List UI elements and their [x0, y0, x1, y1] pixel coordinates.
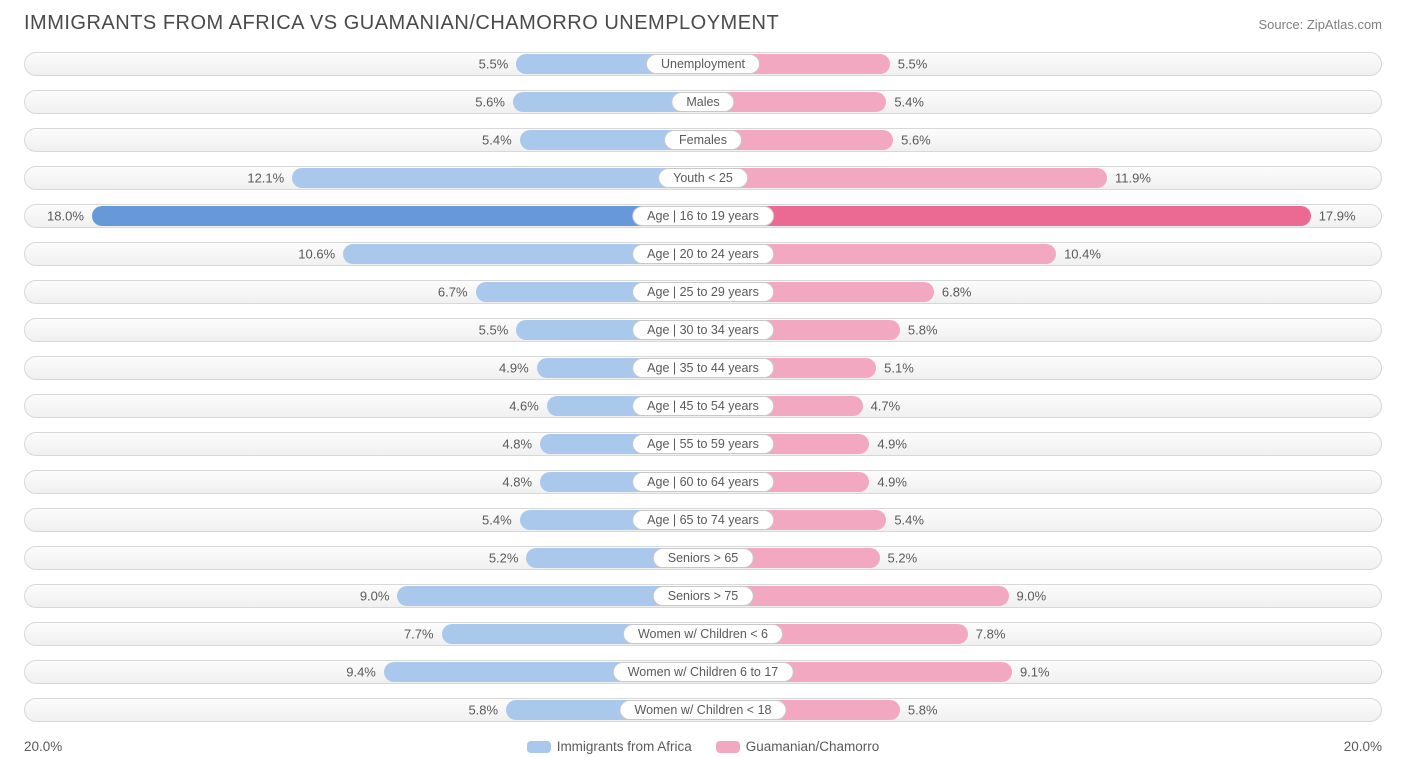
value-label-right: 5.8%	[908, 703, 938, 718]
value-label-left: 9.0%	[360, 589, 390, 604]
value-label-right: 5.8%	[908, 323, 938, 338]
value-label-left: 4.9%	[499, 361, 529, 376]
category-label: Age | 55 to 59 years	[632, 434, 774, 454]
value-label-left: 5.2%	[489, 551, 519, 566]
value-label-left: 5.5%	[479, 323, 509, 338]
category-label: Age | 65 to 74 years	[632, 510, 774, 530]
category-label: Age | 45 to 54 years	[632, 396, 774, 416]
chart-row: 10.6% 10.4% Age | 20 to 24 years	[24, 237, 1382, 271]
chart-row: 4.9% 5.1% Age | 35 to 44 years	[24, 351, 1382, 385]
bar-left	[292, 168, 703, 188]
value-label-left: 4.6%	[509, 399, 539, 414]
value-label-right: 4.7%	[871, 399, 901, 414]
value-label-right: 7.8%	[976, 627, 1006, 642]
value-label-right: 11.9%	[1115, 171, 1151, 186]
value-label-left: 6.7%	[438, 285, 468, 300]
chart-row: 5.4% 5.6% Females	[24, 123, 1382, 157]
bar-right	[703, 206, 1311, 226]
legend-swatch-right	[716, 741, 740, 753]
chart-row: 9.4% 9.1% Women w/ Children 6 to 17	[24, 655, 1382, 689]
value-label-left: 5.4%	[482, 513, 512, 528]
category-label: Women w/ Children < 18	[620, 700, 787, 720]
chart-row: 9.0% 9.0% Seniors > 75	[24, 579, 1382, 613]
category-label: Age | 60 to 64 years	[632, 472, 774, 492]
category-label: Seniors > 65	[653, 548, 754, 568]
value-label-left: 5.8%	[468, 703, 498, 718]
value-label-left: 9.4%	[346, 665, 376, 680]
chart-row: 4.8% 4.9% Age | 55 to 59 years	[24, 427, 1382, 461]
value-label-right: 5.5%	[898, 57, 928, 72]
value-label-right: 5.2%	[888, 551, 918, 566]
chart-row: 5.4% 5.4% Age | 65 to 74 years	[24, 503, 1382, 537]
axis-max-left: 20.0%	[24, 739, 62, 754]
chart-row: 5.5% 5.8% Age | 30 to 34 years	[24, 313, 1382, 347]
chart-row: 5.6% 5.4% Males	[24, 85, 1382, 119]
legend-item-left: Immigrants from Africa	[527, 739, 692, 754]
value-label-right: 5.4%	[894, 513, 924, 528]
value-label-left: 4.8%	[502, 475, 532, 490]
chart-title: IMMIGRANTS FROM AFRICA VS GUAMANIAN/CHAM…	[24, 12, 779, 35]
diverging-bar-chart: 5.5%5.5%Unemployment5.6%5.4%Males5.4%5.6…	[0, 41, 1406, 727]
chart-row: 4.8% 4.9% Age | 60 to 64 years	[24, 465, 1382, 499]
value-label-right: 6.8%	[942, 285, 972, 300]
chart-row: 5.8% 5.8% Women w/ Children < 18	[24, 693, 1382, 727]
value-label-left: 4.8%	[502, 437, 532, 452]
chart-row: 7.7% 7.8% Women w/ Children < 6	[24, 617, 1382, 651]
category-label: Males	[671, 92, 734, 112]
value-label-right: 10.4%	[1064, 247, 1101, 262]
value-label-left: 10.6%	[298, 247, 335, 262]
value-label-right: 5.6%	[901, 133, 931, 148]
value-label-right: 5.4%	[894, 95, 924, 110]
bar-left	[92, 206, 703, 226]
value-label-left: 12.1%	[247, 171, 284, 186]
chart-row: 5.2% 5.2% Seniors > 65	[24, 541, 1382, 575]
chart-row: 12.1% 11.9% Youth < 25	[24, 161, 1382, 195]
value-label-left: 18.0%	[47, 209, 84, 224]
chart-header: IMMIGRANTS FROM AFRICA VS GUAMANIAN/CHAM…	[0, 0, 1406, 41]
category-label: Seniors > 75	[653, 586, 754, 606]
chart-row: 18.0% 17.9% Age | 16 to 19 years	[24, 199, 1382, 233]
category-label: Age | 20 to 24 years	[632, 244, 774, 264]
category-label: Age | 35 to 44 years	[632, 358, 774, 378]
legend-label-right: Guamanian/Chamorro	[746, 739, 880, 754]
chart-source: Source: ZipAtlas.com	[1258, 17, 1382, 32]
chart-footer: 20.0% Immigrants from Africa Guamanian/C…	[0, 731, 1406, 754]
legend-label-left: Immigrants from Africa	[557, 739, 692, 754]
legend-item-right: Guamanian/Chamorro	[716, 739, 880, 754]
category-label: Age | 30 to 34 years	[632, 320, 774, 340]
value-label-right: 9.0%	[1017, 589, 1047, 604]
value-label-right: 9.1%	[1020, 665, 1050, 680]
category-label: Age | 16 to 19 years	[632, 206, 774, 226]
axis-max-right: 20.0%	[1344, 739, 1382, 754]
chart-row: 5.5% 5.5% Unemployment	[24, 47, 1382, 81]
legend-swatch-left	[527, 741, 551, 753]
chart-row: 6.7% 6.8% Age | 25 to 29 years	[24, 275, 1382, 309]
category-label: Youth < 25	[658, 168, 748, 188]
value-label-right: 4.9%	[877, 437, 907, 452]
value-label-left: 5.5%	[479, 57, 509, 72]
value-label-right: 4.9%	[877, 475, 907, 490]
category-label: Females	[664, 130, 742, 150]
value-label-right: 5.1%	[884, 361, 914, 376]
value-label-left: 5.4%	[482, 133, 512, 148]
category-label: Age | 25 to 29 years	[632, 282, 774, 302]
category-label: Women w/ Children 6 to 17	[613, 662, 794, 682]
value-label-right: 17.9%	[1319, 209, 1356, 224]
value-label-left: 7.7%	[404, 627, 434, 642]
category-label: Unemployment	[646, 54, 760, 74]
category-label: Women w/ Children < 6	[623, 624, 783, 644]
chart-row: 4.6% 4.7% Age | 45 to 54 years	[24, 389, 1382, 423]
value-label-left: 5.6%	[475, 95, 505, 110]
bar-right	[703, 168, 1107, 188]
